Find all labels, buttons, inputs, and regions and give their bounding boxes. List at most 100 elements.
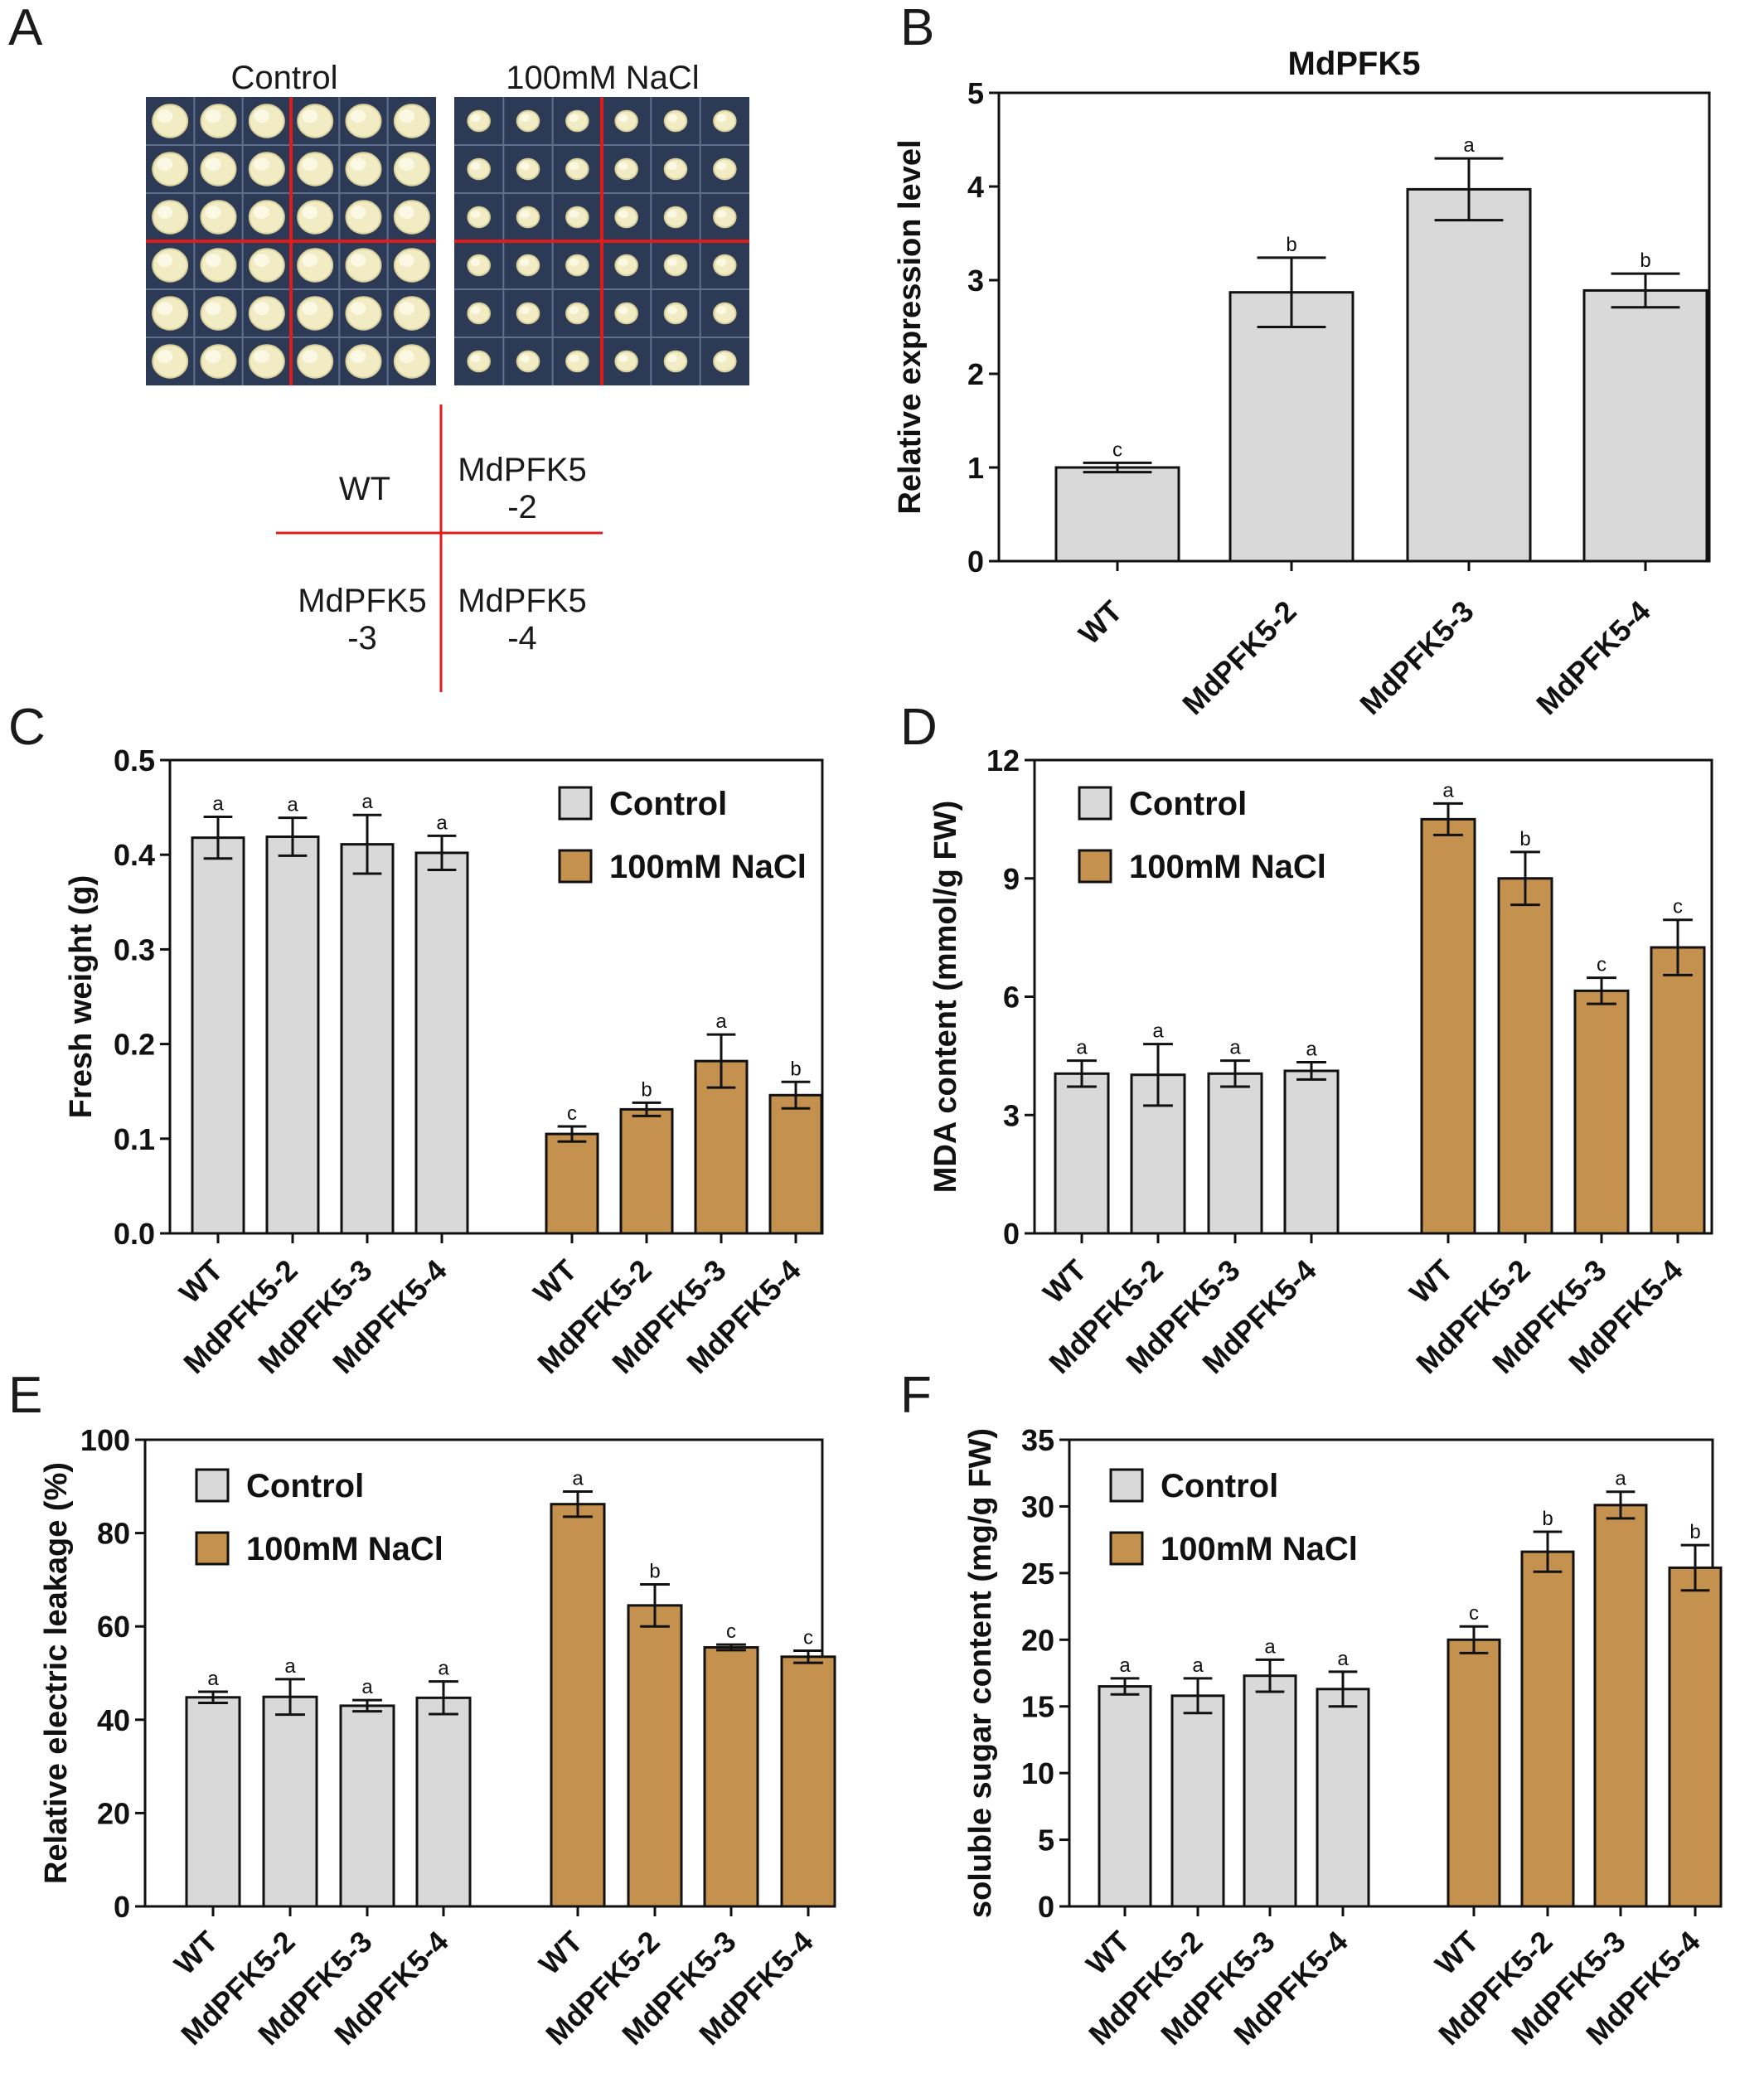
callus-highlight [569, 258, 579, 267]
callus [614, 157, 638, 181]
callus [200, 344, 237, 379]
significance-letter: a [1337, 1648, 1349, 1670]
x-tick-label: WT [1403, 1253, 1460, 1310]
significance-letter: c [1112, 438, 1122, 461]
callus [713, 109, 737, 133]
callus [663, 109, 688, 133]
callus [200, 152, 237, 186]
callus-highlight [470, 258, 481, 267]
y-tick-label: 10 [1021, 1756, 1054, 1790]
x-tick-label: WT [1072, 594, 1129, 651]
legend-swatch [1109, 1531, 1144, 1566]
y-tick-label: 9 [1003, 862, 1020, 896]
callus-highlight [302, 254, 318, 267]
callus-highlight [520, 210, 530, 219]
y-tick-label: 20 [1021, 1623, 1054, 1657]
callus [516, 157, 540, 181]
significance-letter: a [361, 1676, 373, 1698]
callus-highlight [399, 254, 414, 267]
callus-highlight [470, 162, 481, 171]
callus [393, 248, 430, 283]
callus-highlight [716, 210, 727, 219]
x-tick-label: MdPFK5-2 [1175, 594, 1302, 721]
callus-highlight [399, 109, 414, 123]
callus [565, 350, 589, 373]
legend-label: Control [1129, 786, 1247, 822]
callus [152, 104, 189, 138]
callus-highlight [716, 114, 727, 123]
callus-highlight [157, 302, 173, 315]
callus-highlight [470, 210, 481, 219]
callus [297, 200, 334, 235]
callus-highlight [618, 306, 628, 315]
callus-highlight [716, 162, 727, 171]
callus [713, 350, 737, 373]
bar [1316, 1688, 1370, 1908]
callus-highlight [205, 109, 221, 123]
callus [345, 200, 382, 235]
callus-highlight [350, 206, 366, 219]
callus-highlight [667, 114, 677, 123]
panel-letter-e: E [8, 1367, 42, 1424]
callus-highlight [520, 306, 530, 315]
layout-label-wt: WT [339, 471, 390, 507]
callus-highlight [667, 210, 677, 219]
y-tick-label: 80 [97, 1517, 130, 1551]
callus [713, 157, 737, 181]
bar [1228, 291, 1354, 563]
bar [414, 851, 469, 1235]
bar [1420, 817, 1476, 1235]
legend-label: Control [1161, 1468, 1278, 1504]
panel-letter-d: D [900, 699, 938, 756]
bar [1054, 1072, 1110, 1235]
callus-highlight [157, 206, 173, 219]
significance-letter: a [572, 1467, 584, 1489]
significance-letter: c [567, 1102, 577, 1125]
callus [614, 206, 638, 229]
callus-highlight [254, 254, 269, 267]
layout-label-line2-b: -2 [507, 489, 537, 526]
callus-highlight [302, 109, 318, 123]
callus [297, 152, 334, 186]
callus-highlight [569, 306, 579, 315]
callus [516, 350, 540, 373]
bar [1582, 288, 1708, 563]
legend-label: 100mM NaCl [609, 849, 807, 885]
y-tick-label: 12 [986, 743, 1020, 777]
callus-highlight [254, 109, 269, 123]
y-tick-label: 0 [967, 545, 984, 579]
callus-highlight [667, 306, 677, 315]
bar [550, 1503, 606, 1908]
significance-letter: a [1306, 1038, 1317, 1060]
y-tick-label: 35 [1021, 1423, 1054, 1457]
significance-letter: a [436, 811, 448, 834]
callus [467, 157, 491, 181]
callus [393, 296, 430, 331]
callus [663, 206, 688, 229]
callus [663, 350, 688, 373]
bar [339, 1704, 395, 1908]
legend-swatch [195, 1531, 230, 1566]
callus [152, 296, 189, 331]
significance-letter: a [1076, 1037, 1088, 1059]
bar [545, 1132, 599, 1235]
bar [1668, 1566, 1723, 1908]
significance-letter: a [284, 1655, 296, 1678]
callus-highlight [302, 302, 318, 315]
significance-letter: c [803, 1626, 813, 1649]
legend-label: 100mM NaCl [246, 1531, 443, 1567]
significance-letter: a [212, 793, 224, 816]
callus [565, 302, 589, 325]
callus-highlight [157, 350, 173, 363]
callus [297, 248, 334, 283]
callus-highlight [157, 254, 173, 267]
callus-highlight [569, 354, 579, 363]
callus-highlight [618, 354, 628, 363]
significance-letter: a [1192, 1654, 1204, 1677]
y-tick-label: 0.3 [114, 932, 155, 966]
bar [1573, 989, 1630, 1235]
y-tick-label: 0.2 [114, 1028, 155, 1062]
